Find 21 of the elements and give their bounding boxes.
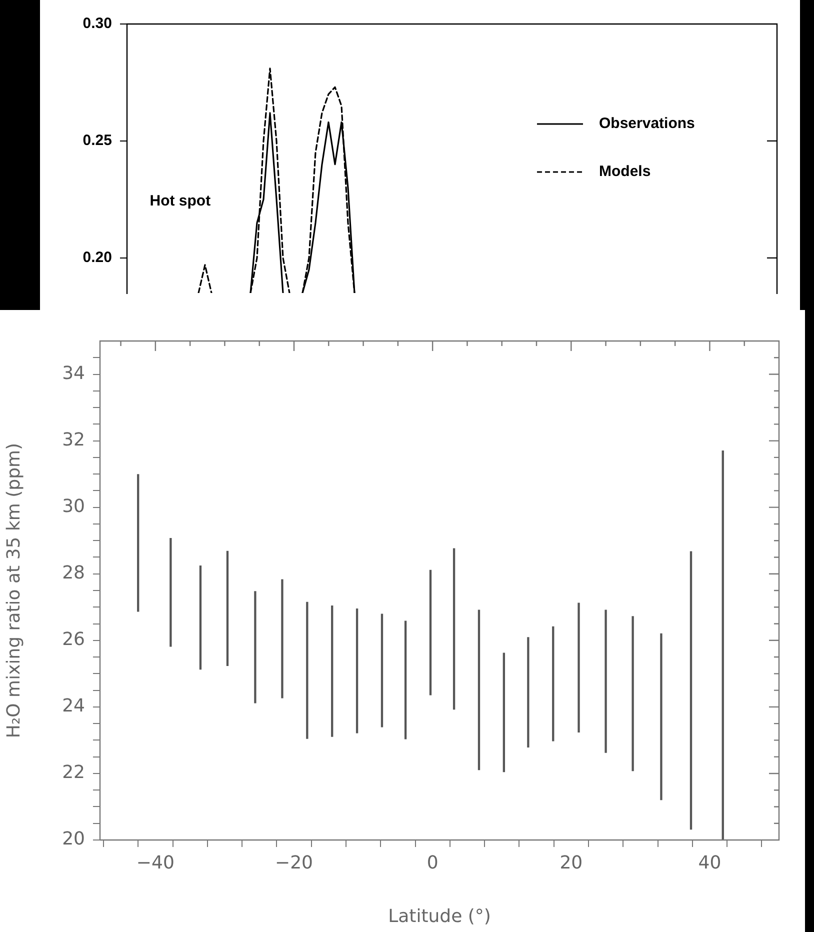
- x-tick-label: 20: [560, 852, 583, 874]
- y-tick-label: 26: [62, 629, 85, 650]
- y-tick-label: 0.25: [82, 132, 112, 150]
- y-axis-title: H₂O mixing ratio at 35 km (ppm): [3, 442, 24, 738]
- x-tick-label: −20: [275, 852, 313, 874]
- y-tick-label: 30: [62, 496, 85, 518]
- y-tick-label: 0.20: [82, 249, 112, 266]
- x-tick-label: 0: [426, 852, 438, 874]
- y-tick-label: 0.30: [82, 15, 112, 32]
- y-tick-label: 28: [62, 562, 85, 584]
- legend-label: Models: [599, 163, 651, 180]
- y-tick-label: 22: [62, 762, 85, 784]
- y-tick-label: 24: [62, 696, 85, 717]
- x-axis-title: Latitude (°): [388, 906, 491, 927]
- x-tick-label: −40: [136, 852, 174, 874]
- y-tick-label: 20: [62, 828, 85, 850]
- x-tick-label: 40: [698, 852, 722, 874]
- y-tick-label: 34: [62, 362, 85, 384]
- y-tick-label: 32: [62, 429, 85, 450]
- legend-label: Observations: [599, 115, 695, 132]
- annotation: Hot spot: [150, 192, 211, 210]
